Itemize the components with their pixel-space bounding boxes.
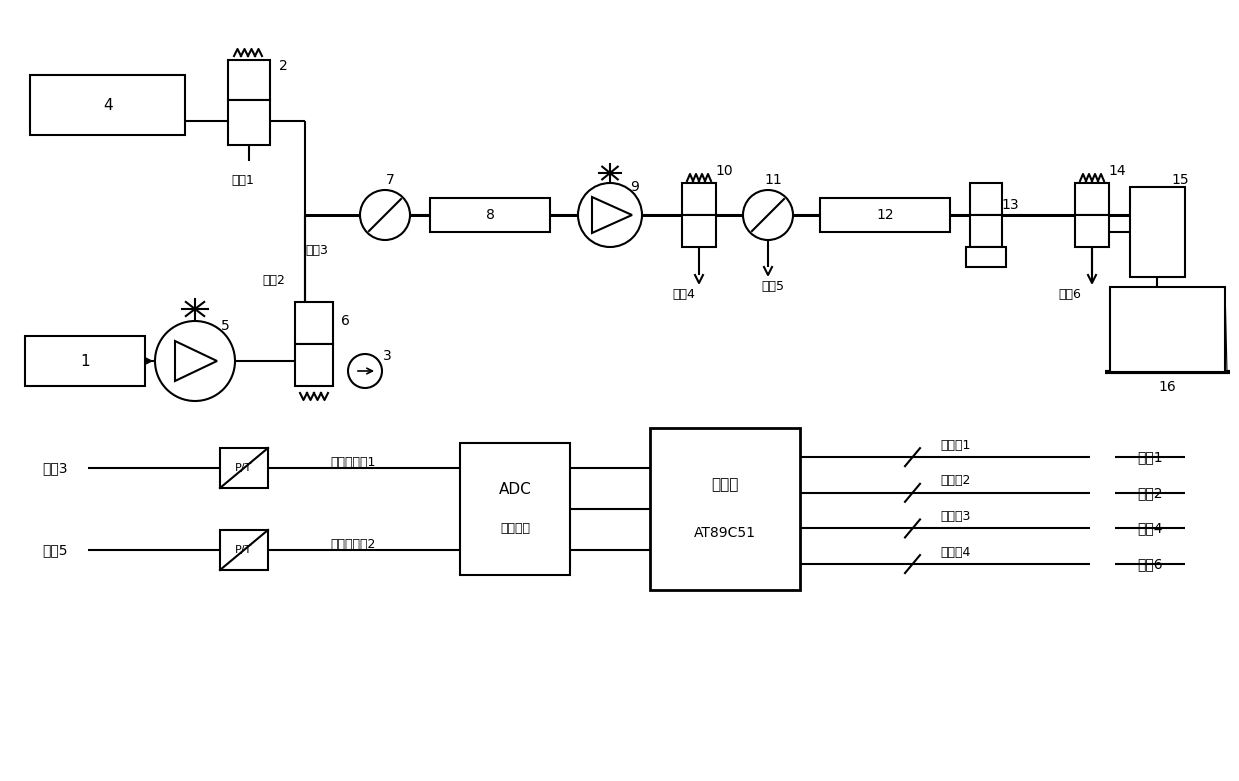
Circle shape [361, 190, 410, 240]
Text: 7: 7 [385, 173, 394, 187]
Text: 继电器2: 继电器2 [940, 474, 970, 487]
Bar [30, 75, 185, 135]
Bar [430, 198, 550, 232]
Text: 4: 4 [103, 98, 113, 112]
Bar [1075, 183, 1109, 215]
Text: 接口3: 接口3 [305, 244, 328, 258]
Text: 接口2: 接口2 [263, 274, 285, 287]
Bar [25, 336, 145, 386]
Bar [650, 428, 800, 590]
Text: 11: 11 [764, 173, 782, 187]
Text: 9: 9 [631, 180, 639, 194]
Text: P/T: P/T [235, 463, 253, 473]
Text: 接口1: 接口1 [232, 174, 254, 187]
Text: 1: 1 [81, 354, 89, 369]
Bar [970, 183, 1002, 215]
Text: 接口3: 接口3 [42, 461, 68, 475]
Text: 6: 6 [341, 314, 349, 328]
Text: ADC: ADC [498, 482, 532, 497]
Text: 接口4: 接口4 [1137, 522, 1162, 536]
Circle shape [743, 190, 793, 240]
Circle shape [348, 354, 382, 388]
Text: 接口2: 接口2 [1137, 486, 1162, 500]
Text: 数模转换: 数模转换 [501, 522, 530, 535]
Bar [1110, 287, 1225, 372]
Text: P/T: P/T [235, 545, 253, 555]
Bar [221, 530, 268, 570]
Text: 15: 15 [1171, 173, 1188, 187]
Text: 13: 13 [1001, 198, 1018, 212]
Bar [295, 344, 333, 386]
Text: 接口5: 接口5 [42, 543, 68, 557]
Text: 接口4: 接口4 [673, 288, 695, 301]
Text: 接口1: 接口1 [1137, 450, 1163, 464]
Bar [228, 100, 270, 145]
Text: 10: 10 [715, 164, 732, 178]
Text: 压力传感器2: 压力传感器2 [330, 539, 375, 551]
Bar [221, 448, 268, 488]
Text: 继电器3: 继电器3 [940, 510, 970, 523]
Text: 接口6: 接口6 [1137, 557, 1163, 571]
Text: 5: 5 [221, 319, 229, 333]
Text: AT89C51: AT89C51 [694, 526, 756, 540]
Bar [295, 302, 333, 344]
Text: 12: 12 [876, 208, 893, 222]
Text: 压力传感器1: 压力传感器1 [330, 457, 375, 469]
Text: 16: 16 [1158, 380, 1176, 394]
Text: 接口5: 接口5 [762, 280, 784, 294]
Circle shape [579, 183, 642, 247]
Bar [681, 215, 716, 247]
Bar [228, 60, 270, 100]
Bar [1130, 187, 1184, 277]
Text: 继电器1: 继电器1 [940, 439, 970, 451]
Text: 接口6: 接口6 [1058, 288, 1082, 301]
Text: 3: 3 [383, 349, 392, 363]
Text: 单片机: 单片机 [711, 477, 738, 492]
Circle shape [155, 321, 235, 401]
Bar [820, 198, 950, 232]
Bar [681, 183, 716, 215]
Text: 8: 8 [486, 208, 494, 222]
Bar [970, 215, 1002, 247]
Bar [966, 247, 1006, 267]
Text: 2: 2 [279, 59, 287, 73]
Text: 继电器4: 继电器4 [940, 546, 970, 558]
Bar [460, 443, 570, 575]
Bar [1075, 215, 1109, 247]
Text: 14: 14 [1108, 164, 1126, 178]
